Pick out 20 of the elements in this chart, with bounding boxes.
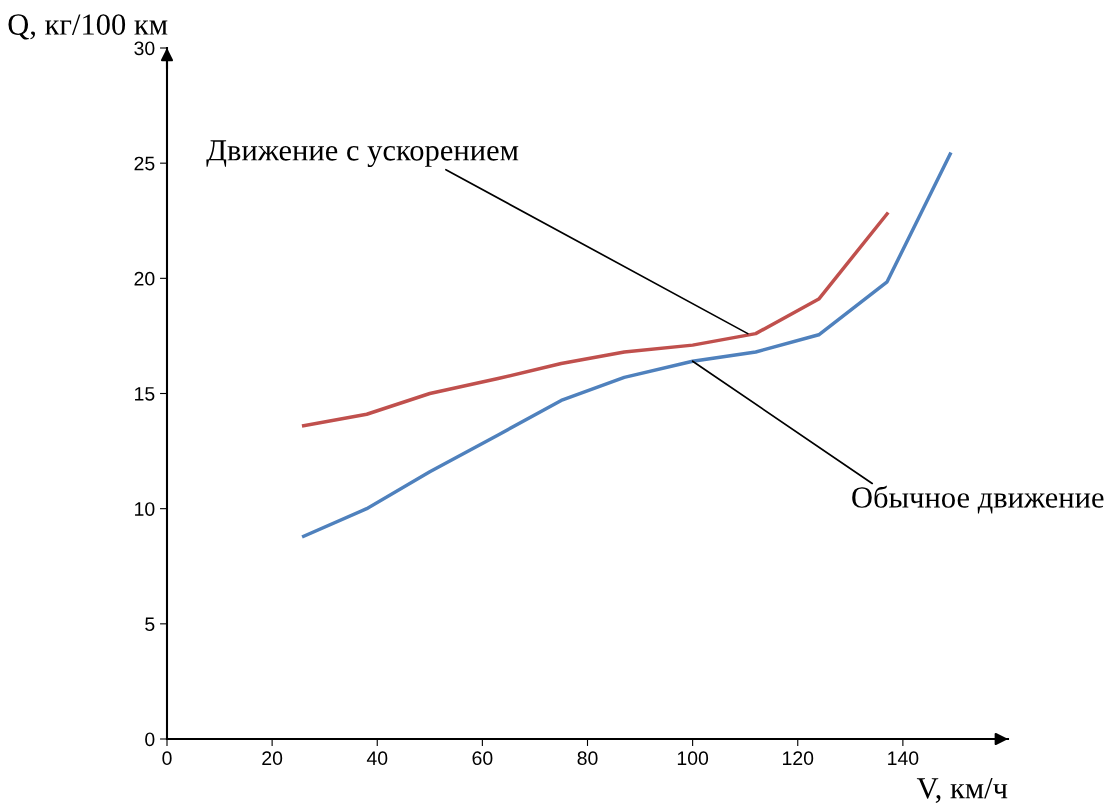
y-tick-label: 25 xyxy=(134,156,155,171)
y-axis-title: Q, кг/100 км xyxy=(8,14,168,40)
line-series xyxy=(301,212,889,428)
y-tick-label: 10 xyxy=(135,502,155,516)
x-tick-label: 0 xyxy=(162,751,172,766)
x-axis-title: V, км/ч xyxy=(916,778,1008,803)
x-tick-label: 40 xyxy=(366,751,388,766)
y-tick-label: 30 xyxy=(134,41,155,56)
x-tick-label: 80 xyxy=(577,751,598,766)
x-tick-label: 60 xyxy=(472,751,493,766)
x-tick-label: 100 xyxy=(677,751,709,766)
x-tick-label: 120 xyxy=(783,751,814,766)
y-tick-label: 5 xyxy=(145,617,155,632)
annotation: Движение с ускорением xyxy=(206,140,519,167)
y-tick-label: 15 xyxy=(135,387,155,401)
x-tick-label: 20 xyxy=(262,751,283,766)
y-tick-label: 0 xyxy=(145,732,155,747)
y-tick-label: 20 xyxy=(134,271,155,286)
annotation: Обычное движение xyxy=(852,485,1104,514)
x-tick-label: 140 xyxy=(888,751,919,766)
